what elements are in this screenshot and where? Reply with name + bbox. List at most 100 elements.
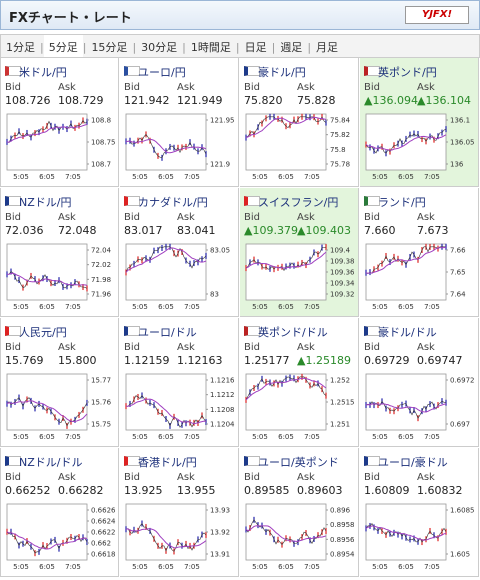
tab[interactable]: 1時間足 (190, 41, 231, 54)
pair-name[interactable]: NZドル/円 (19, 196, 72, 209)
x-tick-label: 5:05 (132, 303, 148, 311)
price-sketch (245, 116, 327, 138)
rate-cell[interactable]: 米ドル/円 Bid Ask 108.726 108.729 108.8 108.75 108.… (0, 58, 119, 187)
x-tick-label: 7:05 (304, 433, 320, 441)
rate-cell[interactable]: 豪ドル/円 Bid Ask 75.820 75.828 75.84 75.82 75.8 75.… (240, 58, 359, 187)
average-sketch (125, 398, 207, 425)
y-tick-label: 121.9 (210, 161, 230, 169)
x-tick-label: 7:05 (65, 433, 81, 441)
average-sketch (6, 531, 88, 550)
x-tick-label: 5:05 (372, 433, 388, 441)
rate-cell[interactable]: 人民元/円 Bid Ask 15.769 15.800 15.77 15.76 15.75 5:… (0, 318, 119, 447)
bid-label: Bid (364, 342, 380, 353)
y-tick-label: 7.65 (450, 269, 466, 277)
pair-name[interactable]: 米ドル/円 (19, 66, 67, 79)
rate-cell[interactable]: 英ポンド/ドル Bid Ask 1.25177 ▲1.25189 1.252 1.2515 1… (240, 318, 359, 447)
bid-value: 121.942 (124, 94, 170, 107)
rate-cell[interactable]: ランド/円 Bid Ask 7.660 7.673 7.66 7.65 7.64 5:05 6:0… (360, 188, 479, 317)
bid-value: ▲109.379 (244, 224, 298, 237)
y-tick-label: 1.2515 (330, 399, 355, 407)
rate-cell[interactable]: カナダドル/円 Bid Ask 83.017 83.041 83.05 83 5:05 6:05… (120, 188, 239, 317)
ask-label: Ask (417, 212, 435, 223)
x-tick-label: 6:05 (158, 433, 174, 441)
y-tick-label: 0.8958 (330, 521, 355, 529)
pair-name[interactable]: スイスフラン/円 (258, 196, 339, 209)
flag-icon (124, 196, 140, 206)
pair-name[interactable]: NZドル/ドル (19, 456, 83, 469)
ask-text: 0.89603 (297, 484, 343, 497)
ask-label: Ask (297, 82, 315, 93)
bid-value: 83.017 (124, 224, 163, 237)
flag-icon (364, 196, 380, 206)
ask-text: 1.25189 (305, 354, 351, 367)
pair-name[interactable]: ユーロ/円 (138, 66, 186, 79)
rate-cell[interactable]: ユーロ/円 Bid Ask 121.942 121.949 121.95 121.9 5:05… (120, 58, 239, 187)
x-tick-label: 5:05 (252, 303, 268, 311)
rate-cell[interactable]: 豪ドル/ドル Bid Ask 0.69729 0.69747 0.6972 0.697 5:0… (360, 318, 479, 447)
rate-cell[interactable]: ユーロ/豪ドル Bid Ask 1.60809 1.60832 1.6085 1.605 5:… (360, 448, 479, 577)
tab[interactable]: 5分足 (43, 35, 83, 57)
pair-name[interactable]: ユーロ/英ポンド (258, 456, 339, 469)
y-tick-label: 13.93 (210, 507, 230, 515)
pair-name[interactable]: 豪ドル/円 (258, 66, 306, 79)
bid-value: 0.69729 (364, 354, 410, 367)
tab[interactable]: 日足 (244, 41, 267, 54)
rate-cell[interactable]: 英ポンド/円 Bid Ask ▲136.094 ▲136.104 136.1 136.05 1… (360, 58, 479, 187)
x-tick-label: 7:05 (184, 303, 200, 311)
tab[interactable]: 1分足 (6, 41, 35, 54)
chart-frame (245, 113, 327, 171)
tab[interactable]: 15分足 (91, 41, 128, 54)
bid-label: Bid (124, 82, 140, 93)
logo[interactable]: YJFX! (405, 6, 469, 24)
bid-text: 7.660 (364, 224, 396, 237)
x-tick-label: 5:05 (13, 433, 29, 441)
ask-value: 0.66282 (58, 484, 104, 497)
rate-cell[interactable]: ユーロ/ドル Bid Ask 1.12159 1.12163 1.1216 1.1212 1.… (120, 318, 239, 447)
pair-name[interactable]: カナダドル/円 (138, 196, 208, 209)
bid-label: Bid (244, 472, 260, 483)
y-tick-label: 15.76 (91, 399, 112, 407)
chart-frame (6, 113, 88, 171)
bid-value: 72.036 (5, 224, 44, 237)
rate-cell[interactable]: スイスフラン/円 Bid Ask ▲109.379 ▲109.403 109.4 109.3… (240, 188, 359, 317)
x-tick-label: 6:05 (278, 563, 294, 571)
pair-name[interactable]: 豪ドル/ドル (378, 326, 437, 339)
rate-cell[interactable]: 香港ドル/円 Bid Ask 13.925 13.955 13.93 13.92 13.91 5… (120, 448, 239, 577)
pair-name[interactable]: 香港ドル/円 (138, 456, 197, 469)
rate-cell[interactable]: ユーロ/英ポンド Bid Ask 0.89585 0.89603 0.896 0.8958 0… (240, 448, 359, 577)
rate-cell[interactable]: NZドル/ドル Bid Ask 0.66252 0.66282 0.6626 0.6624 0… (0, 448, 119, 577)
average-sketch (125, 528, 207, 549)
tab[interactable]: 週足 (280, 41, 303, 54)
bid-label: Bid (5, 212, 21, 223)
chart-frame (365, 503, 447, 561)
y-tick-label: 1.1208 (210, 406, 235, 414)
y-tick-label: 75.82 (330, 131, 350, 139)
tab[interactable]: 月足 (316, 41, 339, 54)
pair-name[interactable]: ランド/円 (378, 196, 426, 209)
x-tick-label: 5:05 (372, 173, 388, 181)
chart-frame (6, 243, 88, 301)
price-sketch (6, 119, 88, 143)
pair-name[interactable]: 英ポンド/ドル (258, 326, 328, 339)
ask-value: 13.955 (177, 484, 216, 497)
x-tick-label: 6:05 (39, 433, 55, 441)
bid-text: 75.820 (244, 94, 283, 107)
y-tick-label: 72.04 (91, 247, 112, 255)
y-tick-label: 108.8 (91, 117, 111, 125)
up-arrow: ▲ (364, 94, 373, 107)
ask-label: Ask (417, 342, 435, 353)
pair-name[interactable]: ユーロ/ドル (138, 326, 197, 339)
x-tick-label: 6:05 (39, 303, 55, 311)
pair-name[interactable]: ユーロ/豪ドル (378, 456, 448, 469)
tab[interactable]: 30分足 (141, 41, 178, 54)
pair-name[interactable]: 人民元/円 (19, 326, 67, 339)
bid-label: Bid (244, 342, 260, 353)
mini-chart: 72.04 72.02 71.98 71.96 5:05 6:05 7:05 (6, 243, 112, 311)
pair-name[interactable]: 英ポンド/円 (378, 66, 437, 79)
ask-label: Ask (58, 82, 76, 93)
chart-frame (125, 243, 207, 301)
rate-cell[interactable]: NZドル/円 Bid Ask 72.036 72.048 72.04 72.02 71.98 7… (0, 188, 119, 317)
x-tick-label: 6:05 (398, 173, 414, 181)
ask-value: 1.12163 (177, 354, 223, 367)
separator: | (235, 41, 240, 54)
